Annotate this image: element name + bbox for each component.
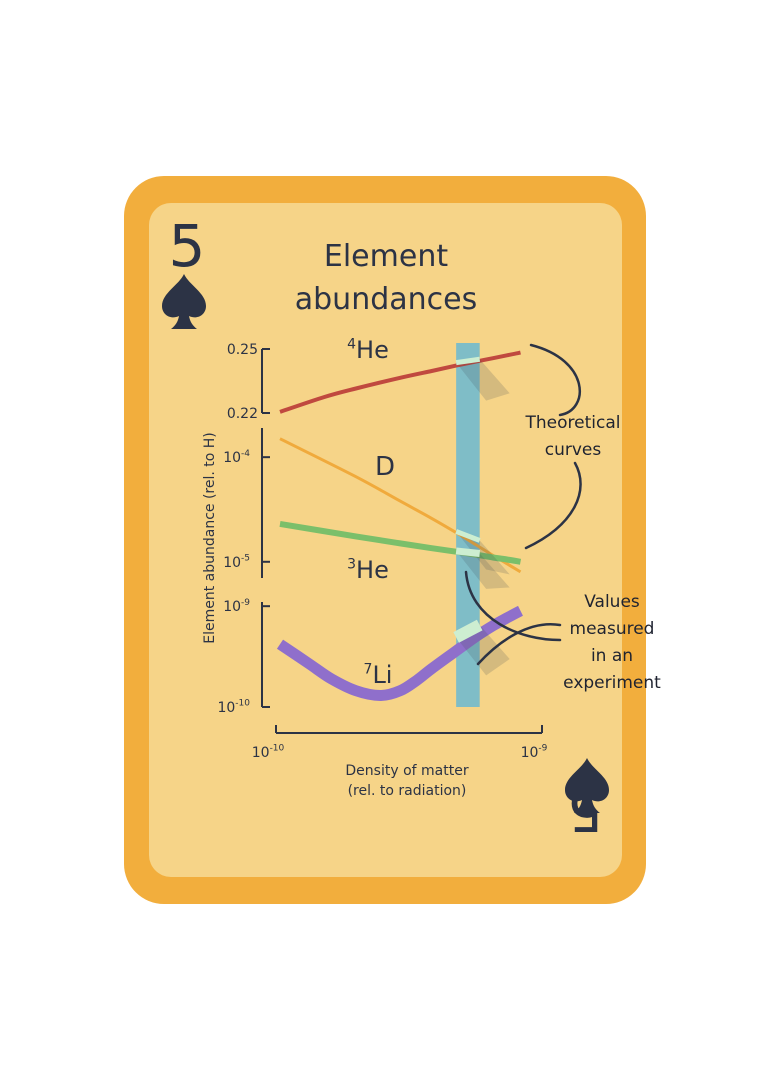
measured-segment-0 (455, 356, 481, 366)
y-axis-label: Element abundance (rel. to H) (202, 432, 218, 644)
annotation-theoretical-1: Theoretical (525, 413, 621, 433)
y-tick-label-li7-0: 10-9 (223, 598, 250, 615)
y-tick-label-he4-0: 0.25 (227, 342, 258, 358)
y-tick-label-d_he3-0: 10-4 (223, 449, 250, 466)
annotation-measured-3: in an (591, 646, 633, 666)
series-label-3: 7Li (364, 661, 393, 689)
annotation-brace-theoretical-top (529, 343, 582, 417)
annotation-theoretical-2: curves (545, 440, 602, 460)
series-label-1: D (375, 452, 395, 482)
chart-title-line-1: Element (324, 239, 448, 274)
measurement-shadow-0 (456, 359, 510, 401)
annotation-brace-measured-top (464, 570, 562, 642)
annotation-measured-2: measured (570, 619, 655, 639)
chart-title-line-2: abundances (295, 282, 477, 317)
rank-top: 5 (169, 212, 206, 280)
series-label-2: 3He (347, 556, 389, 584)
measurement-band (456, 343, 480, 707)
y-tick-label-he4-1: 0.22 (227, 406, 258, 422)
measurement-shadow-1 (456, 531, 510, 575)
measurement-shadow-3 (456, 625, 510, 676)
series-line-0 (279, 350, 521, 414)
y-tick-label-d_he3-1: 10-5 (223, 553, 250, 570)
series-line-3 (276, 605, 523, 701)
annotation-measured-4: experiment (563, 673, 661, 693)
measured-segment-2 (455, 547, 481, 557)
annotation-brace-measured-bottom (476, 622, 562, 666)
y-tick-label-li7-1: 10-10 (217, 699, 250, 716)
x-axis-label-line-2: (rel. to radiation) (348, 783, 467, 799)
annotation-measured-1: Values (584, 592, 640, 612)
x-tick-label-1: 10-9 (521, 744, 548, 761)
series-label-0: 4He (347, 336, 389, 364)
spade-icon (565, 758, 609, 813)
x-axis-label-line-1: Density of matter (345, 763, 468, 779)
plot-area: 0.25 0.22 10-4 10-5 10-9 10-10 10-10 10-9 4He D 3H… (217, 336, 582, 761)
measured-segment-3 (453, 619, 483, 643)
annotation-brace-theoretical-bottom (524, 461, 582, 550)
measured-segment-1 (455, 529, 481, 543)
x-tick-label-0: 10-10 (252, 744, 285, 761)
spade-icon (162, 274, 206, 329)
measurement-shadow-2 (456, 550, 510, 589)
